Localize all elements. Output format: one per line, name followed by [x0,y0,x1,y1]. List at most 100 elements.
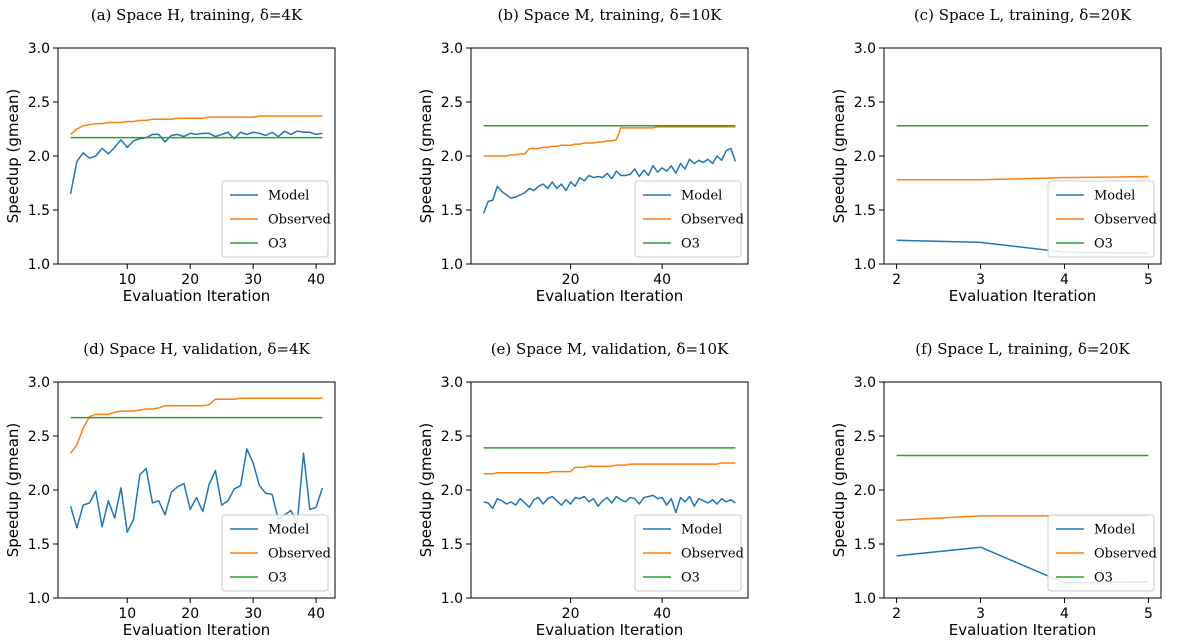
chart-panel-6: (f) Space L, training, δ=20K 1.0 1.5 2.0 2.5… [830,340,1162,639]
x-axis-label: Evaluation Iteration [949,287,1097,305]
legend: Model Observed O3 [1047,180,1157,258]
chart-panel-1: (a) Space H, training, δ=4K 1.0 1.5 2.0 2.5 3… [4,6,336,305]
legend-label: Model [1094,523,1135,538]
x-axis-label: Evaluation Iteration [536,287,684,305]
y-tick-label: 2.0 [854,483,876,499]
y-axis-label: Speedup (gmean) [4,89,22,224]
legend: Model Observed O3 [221,514,331,592]
y-tick-label: 1.5 [28,537,50,553]
y-tick-label: 2.5 [441,429,463,445]
x-tick-label: 20 [562,606,580,622]
x-tick-label: 4 [1060,606,1069,622]
legend-label: Model [681,523,722,538]
y-tick-label: 2.5 [854,429,876,445]
legend: Model Observed O3 [1047,514,1157,592]
x-tick-label: 30 [244,272,262,288]
y-tick-label: 2.0 [28,149,50,165]
x-tick-label: 2 [892,606,901,622]
chart-panel-3: (c) Space L, training, δ=20K 1.0 1.5 2.0 2.5… [830,6,1162,305]
x-tick-label: 5 [1144,606,1153,622]
chart-panel-2: (b) Space M, training, δ=10K 1.0 1.5 2.0 2.5… [417,6,749,305]
x-tick-label: 20 [181,606,199,622]
y-tick-label: 2.5 [854,95,876,111]
series-line-observed [896,175,1149,181]
legend-label: Observed [1094,213,1157,228]
x-tick-label: 40 [307,606,325,622]
legend: Model Observed O3 [221,180,331,258]
y-tick-label: 1.0 [854,257,876,273]
y-axis-label: Speedup (gmean) [830,423,848,558]
legend-label: O3 [1094,571,1113,586]
legend-label: Observed [268,547,331,562]
legend-box [1047,514,1155,592]
x-tick-label: 3 [976,606,985,622]
chart-title: (d) Space H, validation, δ=4K [83,340,310,358]
legend-label: O3 [681,237,700,252]
x-tick-label: 10 [118,272,136,288]
y-tick-label: 2.0 [854,149,876,165]
x-tick-label: 20 [181,272,199,288]
x-axis-label: Evaluation Iteration [123,287,271,305]
legend-box [221,180,329,258]
legend-label: Observed [681,547,744,562]
series-line-observed [483,462,736,475]
y-tick-label: 1.0 [28,591,50,607]
y-tick-label: 3.0 [854,41,876,57]
chart-panel-4: (d) Space H, validation, δ=4K 1.0 1.5 2.0 2.… [4,340,336,639]
legend: Model Observed O3 [634,180,744,258]
legend-box [1047,180,1155,258]
legend-label: Model [1094,189,1135,204]
y-tick-label: 2.5 [28,95,50,111]
legend-box [221,514,329,592]
legend-label: O3 [681,571,700,586]
x-tick-label: 30 [244,606,262,622]
legend-label: Model [268,189,309,204]
y-tick-label: 1.0 [28,257,50,273]
legend-box [634,180,742,258]
chart-title: (a) Space H, training, δ=4K [91,6,303,24]
y-tick-label: 2.0 [28,483,50,499]
y-tick-label: 2.0 [441,149,463,165]
y-tick-label: 2.5 [441,95,463,111]
legend-label: O3 [268,571,287,586]
x-tick-label: 40 [307,272,325,288]
y-tick-label: 1.0 [441,257,463,273]
y-tick-label: 2.5 [28,429,50,445]
y-tick-label: 3.0 [441,41,463,57]
legend-label: Observed [268,213,331,228]
y-tick-label: 3.0 [28,375,50,391]
x-axis-label: Evaluation Iteration [123,621,271,639]
legend-label: Model [681,189,722,204]
x-axis-label: Evaluation Iteration [536,621,684,639]
x-tick-label: 10 [118,606,136,622]
series-line-observed [69,397,323,454]
x-tick-label: 4 [1060,272,1069,288]
legend-label: O3 [268,237,287,252]
series-line-model [69,130,323,194]
x-tick-label: 3 [976,272,985,288]
series-line-model [482,147,737,214]
legend: Model Observed O3 [634,514,744,592]
y-tick-label: 1.0 [854,591,876,607]
x-tick-label: 40 [653,272,671,288]
y-tick-label: 1.5 [441,203,463,219]
y-tick-label: 1.5 [854,537,876,553]
legend-label: Observed [681,213,744,228]
series-line-observed [483,126,736,157]
series-line-model [483,494,736,514]
y-tick-label: 3.0 [854,375,876,391]
legend-label: O3 [1094,237,1113,252]
y-tick-label: 1.5 [28,203,50,219]
x-tick-label: 40 [653,606,671,622]
y-tick-label: 1.5 [854,203,876,219]
legend-box [634,514,742,592]
chart-title: (c) Space L, training, δ=20K [914,6,1132,24]
x-axis-label: Evaluation Iteration [949,621,1097,639]
y-tick-label: 2.0 [441,483,463,499]
y-axis-label: Speedup (gmean) [417,423,435,558]
chart-title: (e) Space M, validation, δ=10K [491,340,729,358]
x-tick-label: 20 [562,272,580,288]
chart-title: (b) Space M, training, δ=10K [498,6,723,24]
y-tick-label: 3.0 [28,41,50,57]
